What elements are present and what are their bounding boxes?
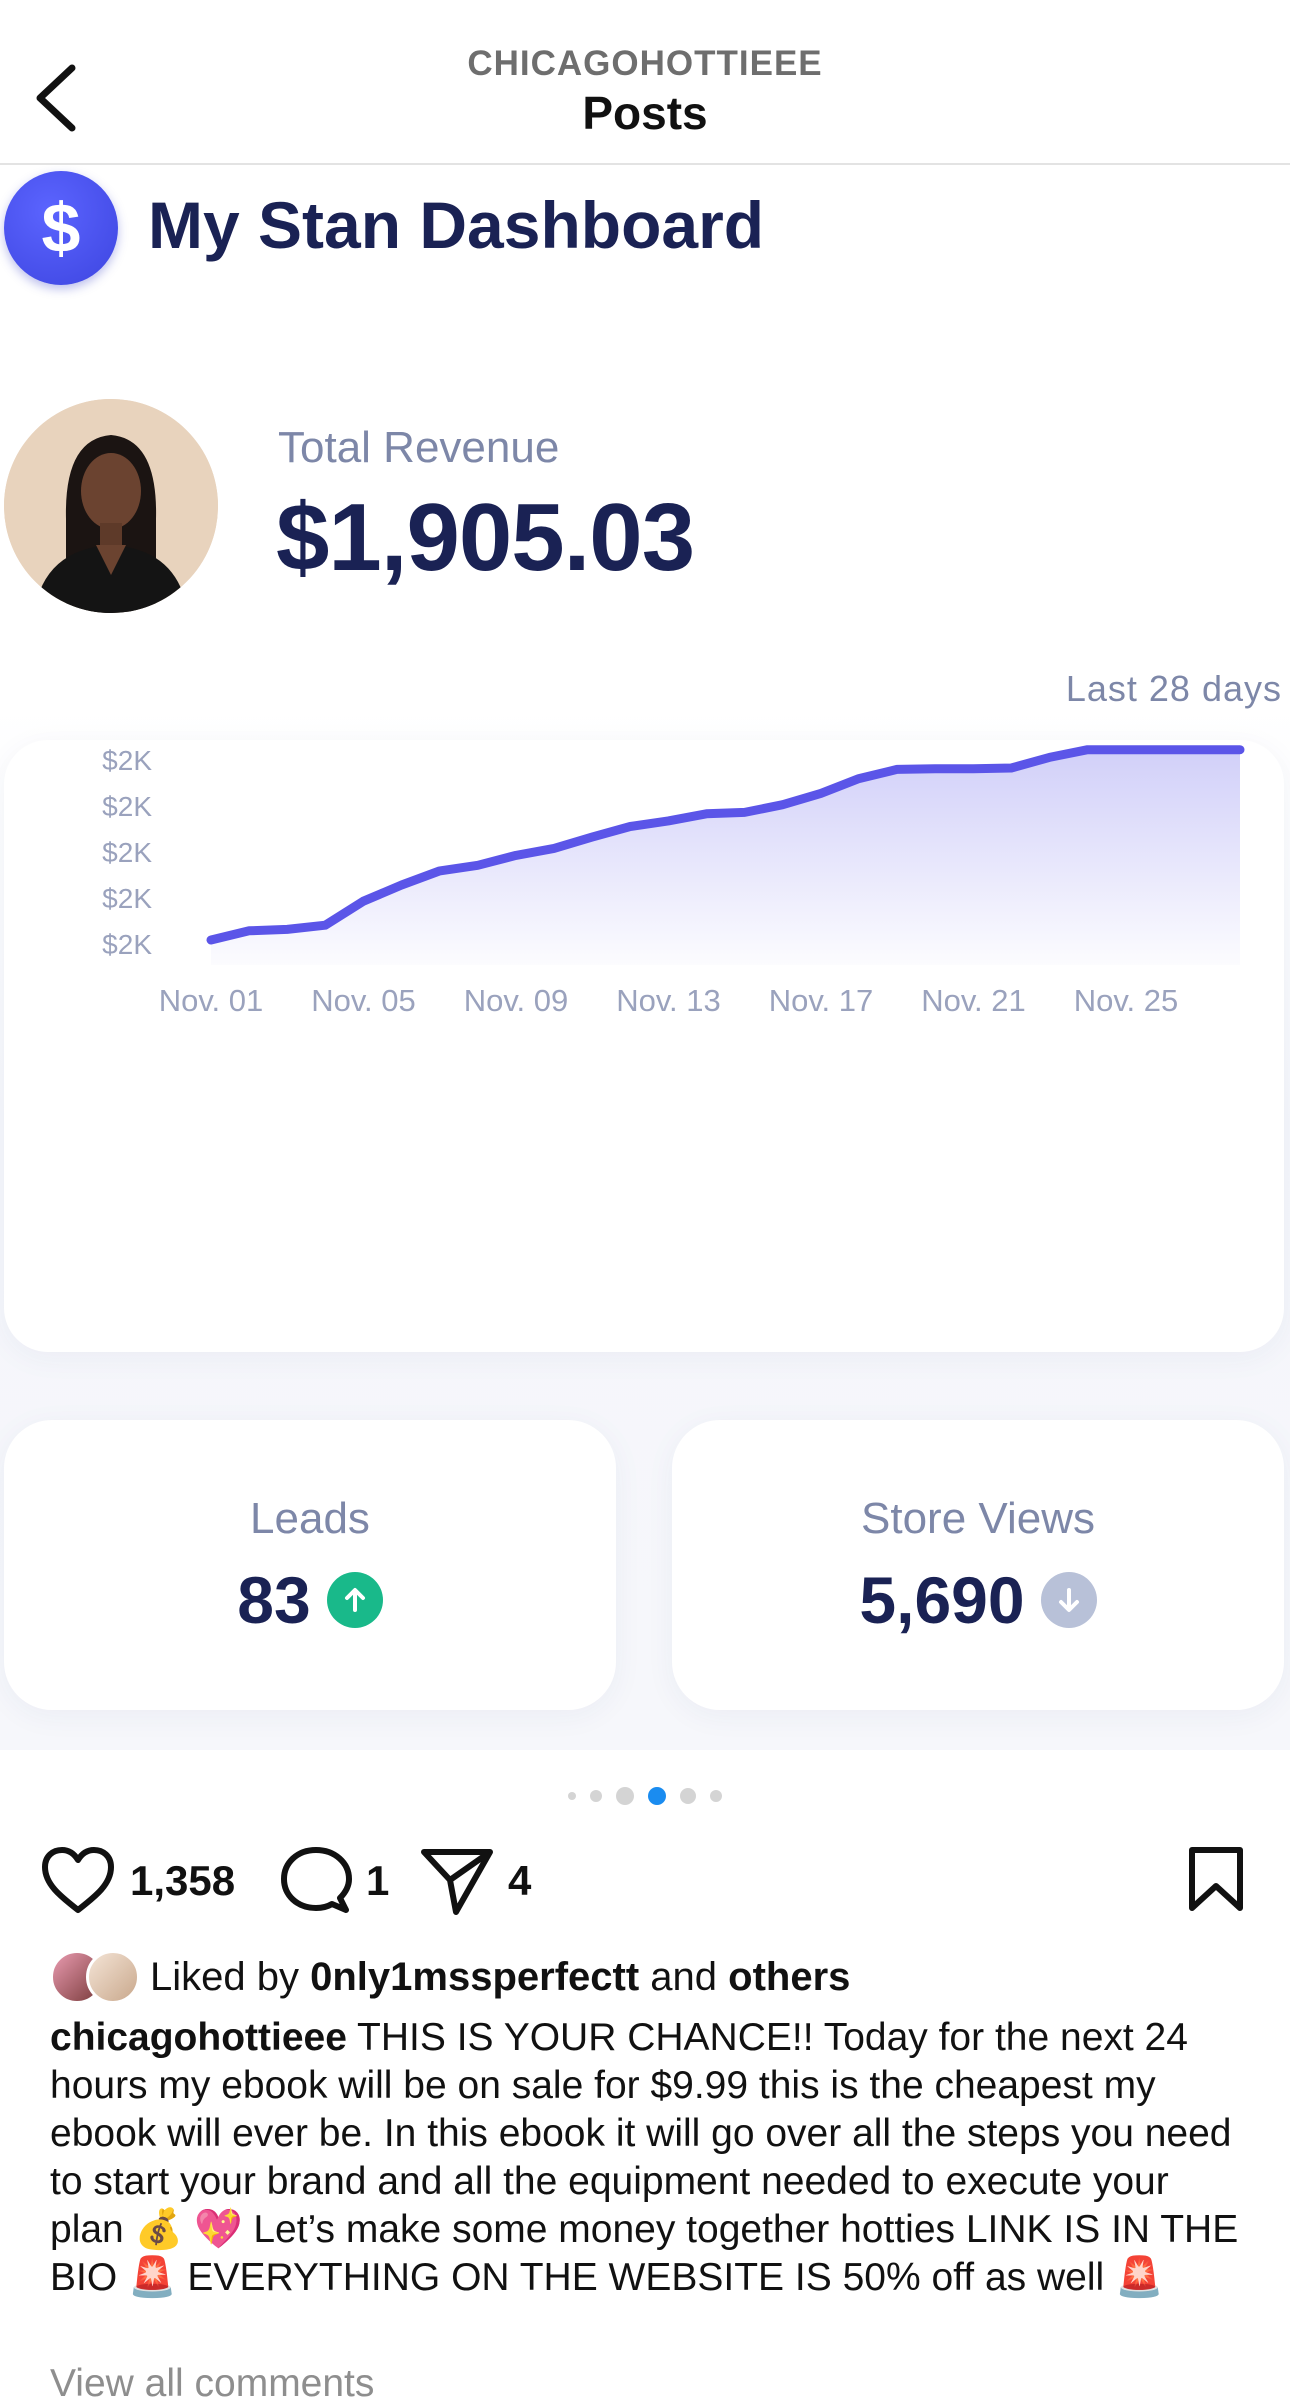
chart-point	[286, 928, 288, 930]
action-bar: 1,358 1 4	[0, 1836, 1290, 1916]
chart-point	[248, 930, 250, 932]
x-tick-label: Nov. 25	[1074, 983, 1179, 1018]
dashboard-title: My Stan Dashboard	[148, 188, 765, 262]
stan-logo-icon: $	[4, 171, 118, 285]
x-tick-label: Nov. 05	[311, 983, 416, 1018]
leads-card: Leads 83	[4, 1420, 616, 1710]
page-title: Posts	[582, 87, 708, 139]
carousel-indicator	[0, 1787, 1290, 1805]
chart-point	[934, 768, 936, 770]
chart-point	[820, 792, 822, 794]
arrow-up-icon	[326, 1572, 383, 1628]
like-count[interactable]: 1,358	[130, 1857, 236, 1904]
period-label: Last 28 days	[1065, 668, 1282, 709]
y-tick-label: $2K	[102, 883, 152, 914]
chart-point	[591, 836, 593, 838]
chart-area-fill	[211, 749, 1240, 965]
chart-point	[1087, 749, 1089, 751]
revenue-label: Total Revenue	[278, 423, 560, 472]
chart-point	[1201, 749, 1203, 751]
chart-point	[1125, 749, 1127, 751]
post-caption: chicagohottieee THIS IS YOUR CHANCE!! To…	[50, 2014, 1250, 2302]
person-photo-icon	[4, 399, 218, 613]
bookmark-icon	[1189, 1847, 1243, 1911]
liked-by-prefix: Liked by	[150, 1954, 299, 1999]
liked-by-row[interactable]: Liked by 0nly1mssperfectt and others	[50, 1950, 850, 2004]
chart-point	[401, 884, 403, 886]
y-tick-label: $2K	[102, 791, 152, 822]
liked-by-user[interactable]: 0nly1mssperfectt	[310, 1954, 640, 1999]
chart-point	[705, 813, 707, 815]
x-tick-label: Nov. 13	[616, 983, 721, 1018]
profile-avatar	[4, 399, 218, 613]
comment-button[interactable]: 1	[280, 1846, 389, 1916]
carousel-dot	[710, 1790, 722, 1802]
heart-icon	[42, 1847, 114, 1913]
carousel-dot	[680, 1788, 696, 1804]
chart-point	[629, 826, 631, 828]
leads-value: 83	[237, 1563, 311, 1637]
leads-label: Leads	[250, 1494, 370, 1543]
back-button[interactable]	[30, 60, 86, 136]
store-views-label: Store Views	[861, 1494, 1095, 1543]
chart-point	[1239, 749, 1241, 751]
x-tick-label: Nov. 17	[769, 983, 874, 1018]
send-icon	[421, 1849, 493, 1915]
liked-by-others[interactable]: others	[728, 1954, 851, 1999]
chart-point	[667, 820, 669, 822]
save-button[interactable]	[1186, 1846, 1246, 1917]
revenue-value: $1,905.03	[276, 484, 695, 591]
chart-point	[1048, 756, 1050, 758]
y-tick-label: $2K	[102, 745, 152, 776]
post-media[interactable]: $ My Stan Dashboard Total Revenue $1,905…	[0, 165, 1290, 1750]
chart-point	[744, 811, 746, 813]
y-tick-label: $2K	[102, 929, 152, 960]
chart-point	[477, 864, 479, 866]
store-views-card: Store Views 5,690	[672, 1420, 1284, 1710]
share-button[interactable]: 4	[420, 1846, 531, 1916]
caption-text: THIS IS YOUR CHANCE!! Today for the next…	[50, 2016, 1239, 2299]
chart-point	[782, 804, 784, 806]
carousel-dot	[568, 1792, 576, 1800]
chart-point	[210, 939, 212, 941]
chart-point	[439, 870, 441, 872]
chart-point	[972, 768, 974, 770]
liked-by-joiner: and	[650, 1954, 718, 1999]
chart-point	[1163, 749, 1165, 751]
x-tick-label: Nov. 01	[159, 983, 264, 1018]
chart-point	[515, 854, 517, 856]
arrow-down-icon	[1040, 1572, 1097, 1628]
x-tick-label: Nov. 21	[921, 983, 1026, 1018]
share-count: 4	[508, 1857, 532, 1904]
carousel-dot	[590, 1790, 602, 1802]
chart-point	[362, 900, 364, 902]
comment-count: 1	[366, 1857, 390, 1904]
chart-series-line	[206, 745, 1245, 945]
view-all-comments-link[interactable]: View all comments	[50, 2362, 375, 2405]
carousel-dot	[648, 1787, 666, 1805]
chart-point	[1010, 767, 1012, 769]
y-tick-label: $2K	[102, 837, 152, 868]
chart-point	[896, 768, 898, 770]
chart-point	[324, 924, 326, 926]
caption-username[interactable]: chicagohottieee	[50, 2016, 347, 2059]
comment-icon	[281, 1847, 352, 1913]
store-views-value: 5,690	[859, 1563, 1025, 1637]
chart-point	[858, 778, 860, 780]
top-bar: CHICAGOHOTTIEEE Posts	[0, 0, 1290, 165]
header-username[interactable]: CHICAGOHOTTIEEE	[467, 44, 823, 83]
chevron-left-icon	[36, 64, 76, 132]
like-button[interactable]: 1,358	[40, 1846, 235, 1916]
x-tick-label: Nov. 09	[464, 983, 569, 1018]
liker-avatar	[86, 1950, 140, 2004]
carousel-dot	[616, 1787, 634, 1805]
chart-point	[553, 847, 555, 849]
